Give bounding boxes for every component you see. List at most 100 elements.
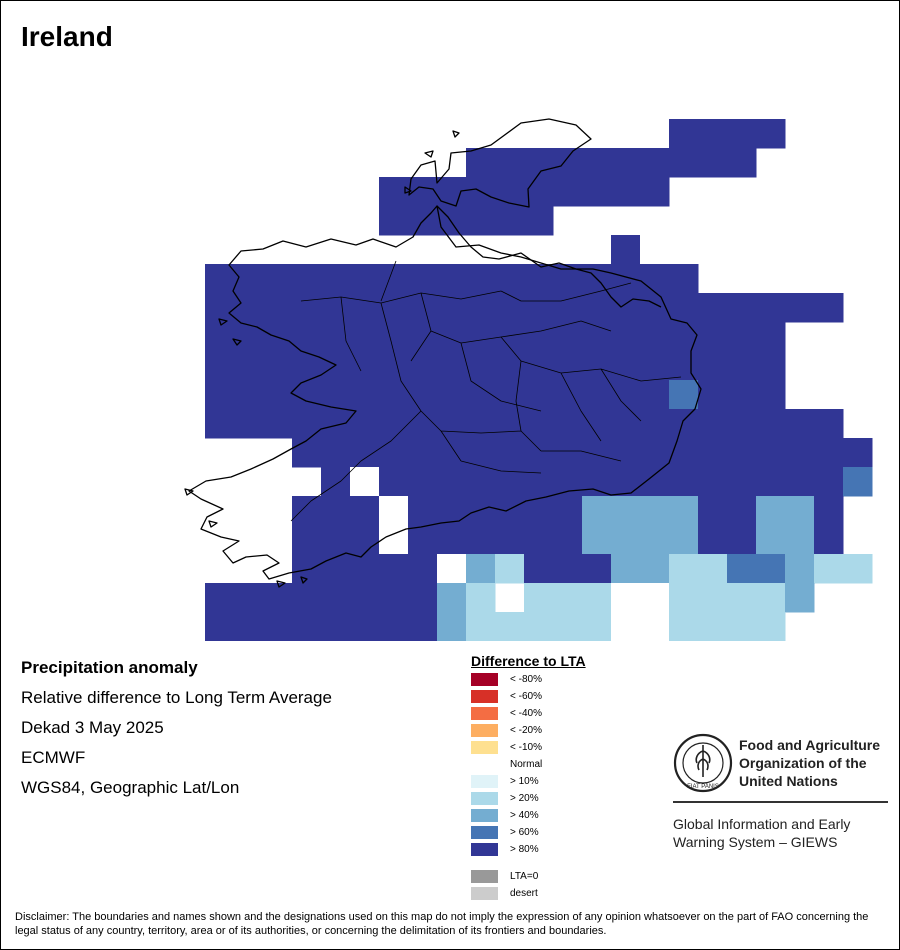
giews-name: Global Information and Early Warning Sys… (673, 815, 850, 851)
grid-cell (524, 206, 554, 236)
grid-cell (611, 583, 641, 613)
grid-cell (582, 351, 612, 381)
legend-swatch (471, 843, 498, 856)
grid-cell (350, 583, 380, 613)
coastline-and-borders (184, 118, 702, 588)
grid-cell (669, 409, 699, 439)
grid-cell (495, 351, 525, 381)
grid-cell (321, 467, 351, 497)
disclaimer: Disclaimer: The boundaries and names sho… (15, 911, 869, 937)
grid-cell (350, 293, 380, 323)
grid-cell (756, 409, 786, 439)
grid-cell (582, 496, 612, 526)
grid-cell (611, 177, 641, 207)
grid-cell (495, 206, 525, 236)
grid-cell (669, 525, 699, 555)
grid-cell (379, 264, 409, 294)
grid-cell (727, 409, 757, 439)
grid-cell (466, 525, 496, 555)
grid-cell (437, 525, 467, 555)
legend-swatch (471, 758, 498, 771)
legend-label: < -20% (510, 725, 542, 736)
precipitation-map (184, 118, 873, 641)
grid-cell (292, 583, 322, 613)
grid-cell (669, 438, 699, 468)
grid-cell (785, 525, 815, 555)
grid-cell (756, 467, 786, 497)
fao-emblem-icon: FIAT PANIS (673, 733, 733, 793)
grid-cell (495, 293, 525, 323)
anomaly-grid (205, 119, 873, 641)
grid-cell (669, 583, 699, 613)
grid-cell (292, 380, 322, 410)
grid-cell (553, 525, 583, 555)
fao-name-line3: United Nations (739, 773, 838, 789)
grid-cell (611, 467, 641, 497)
legend-swatch (471, 792, 498, 805)
legend-swatch (471, 826, 498, 839)
legend-label: > 60% (510, 827, 539, 838)
legend-swatch (471, 690, 498, 703)
fao-name-line1: Food and Agriculture (739, 737, 881, 753)
grid-cell (234, 612, 264, 641)
grid-cell (756, 119, 786, 149)
grid-cell (263, 583, 293, 613)
grid-cell (756, 293, 786, 323)
legend-swatch (471, 741, 498, 754)
grid-cell (524, 554, 554, 584)
grid-cell (640, 380, 670, 410)
grid-cell (437, 612, 467, 641)
grid-cell (379, 409, 409, 439)
grid-cell (669, 119, 699, 149)
grid-cell (379, 177, 409, 207)
grid-cell (582, 409, 612, 439)
grid-cell (495, 438, 525, 468)
grid-cell (321, 496, 351, 526)
grid-cell (234, 583, 264, 613)
grid-cell (640, 409, 670, 439)
grid-cell (292, 409, 322, 439)
grid-cell (292, 496, 322, 526)
grid-cell (524, 380, 554, 410)
grid-cell (611, 496, 641, 526)
grid-cell (437, 380, 467, 410)
legend-label: < -80% (510, 674, 542, 685)
grid-cell (350, 554, 380, 584)
grid-cell (466, 206, 496, 236)
grid-cell (350, 496, 380, 526)
grid-cell (698, 351, 728, 381)
grid-cell (205, 322, 235, 352)
legend-label: < -60% (510, 691, 542, 702)
grid-cell (466, 554, 496, 584)
grid-cell (495, 264, 525, 294)
grid-cell (321, 380, 351, 410)
grid-cell (640, 293, 670, 323)
grid-cell (437, 583, 467, 613)
grid-cell (640, 177, 670, 207)
grid-cell (553, 177, 583, 207)
grid-cell (611, 380, 641, 410)
grid-cell (495, 177, 525, 207)
giews-line1: Global Information and Early (673, 816, 851, 832)
grid-cell (263, 380, 293, 410)
grid-cell (727, 351, 757, 381)
grid-cell (669, 554, 699, 584)
grid-cell (669, 467, 699, 497)
grid-cell (669, 264, 699, 294)
coastline (188, 118, 702, 580)
grid-cell (553, 438, 583, 468)
grid-cell (582, 612, 612, 641)
grid-cell (379, 467, 409, 497)
legend-swatch (471, 724, 498, 737)
info-source: ECMWF (21, 748, 86, 767)
legend-label: < -10% (510, 742, 542, 753)
grid-cell (698, 409, 728, 439)
grid-cell (350, 351, 380, 381)
grid-cell (640, 612, 670, 641)
grid-cell (234, 293, 264, 323)
grid-cell (379, 438, 409, 468)
info-description: Relative difference to Long Term Average (21, 688, 332, 707)
grid-cell (292, 525, 322, 555)
grid-cell (611, 409, 641, 439)
grid-cell (698, 438, 728, 468)
